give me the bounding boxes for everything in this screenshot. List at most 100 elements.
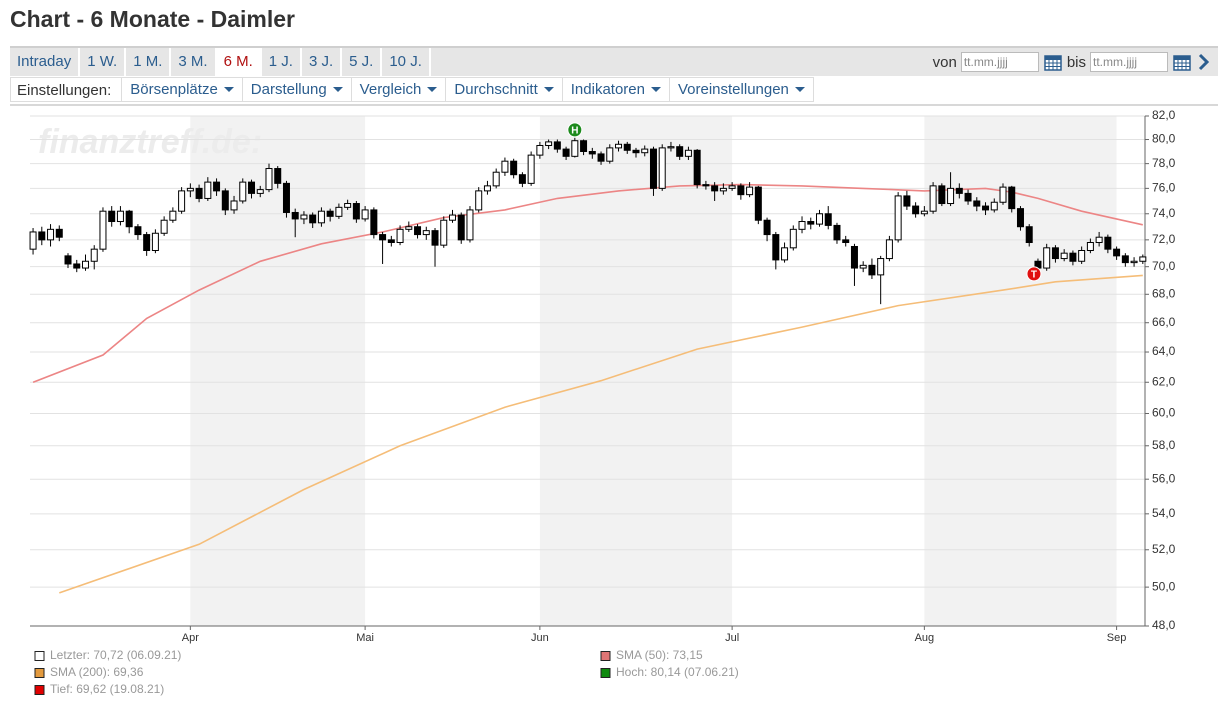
to-input[interactable]: tt.mm.jjjj bbox=[1090, 52, 1168, 72]
candle-body bbox=[134, 226, 142, 236]
x-tick-label: Mai bbox=[356, 632, 374, 644]
candle-body bbox=[973, 200, 981, 207]
candle-body bbox=[169, 210, 177, 221]
candle-body bbox=[178, 190, 186, 212]
from-label: von bbox=[932, 53, 957, 71]
candle-body bbox=[475, 190, 483, 211]
candle-body bbox=[186, 187, 194, 192]
candle-body bbox=[1095, 236, 1103, 244]
candle-body bbox=[125, 210, 133, 228]
candle-body bbox=[300, 214, 308, 220]
candle-body bbox=[204, 181, 212, 199]
candle-body bbox=[850, 245, 858, 269]
go-arrow[interactable] bbox=[1196, 52, 1212, 72]
candle-body bbox=[763, 219, 771, 236]
dropdown-menu[interactable]: Durchschnitt bbox=[445, 77, 562, 102]
tab[interactable]: 1 J. bbox=[262, 48, 302, 76]
candle-body bbox=[466, 209, 474, 241]
dropdown-menu[interactable]: Voreinstellungen bbox=[668, 77, 814, 102]
candle-body bbox=[877, 258, 885, 276]
page-title: Chart - 6 Monate - Daimler bbox=[10, 6, 295, 32]
candle-body bbox=[894, 195, 902, 241]
menu-label: Vergleich bbox=[359, 81, 422, 98]
from-input[interactable]: tt.mm.jjjj bbox=[960, 52, 1039, 72]
tab[interactable]: Intraday bbox=[10, 48, 81, 76]
x-tick-label: Sep bbox=[1107, 632, 1127, 644]
dropdown-menu[interactable]: Darstellung bbox=[241, 77, 351, 102]
legend-swatch bbox=[600, 668, 611, 678]
x-tick-label: Jun bbox=[531, 632, 549, 644]
candle-body bbox=[518, 174, 526, 184]
tab[interactable]: 1 M. bbox=[126, 48, 172, 76]
candle-body bbox=[597, 153, 605, 162]
candle-body bbox=[536, 144, 544, 156]
date-range: von tt.mm.jjjj bis tt.mm.jjjj bbox=[933, 48, 1212, 76]
candle-body bbox=[248, 181, 256, 194]
candle-body bbox=[964, 192, 972, 202]
candle-body bbox=[912, 205, 920, 215]
candle-body bbox=[990, 201, 998, 211]
y-tick-label: 68,0 bbox=[1152, 286, 1176, 300]
candle-body bbox=[999, 186, 1007, 203]
candle-body bbox=[379, 234, 387, 241]
candle-body bbox=[73, 263, 81, 269]
tab[interactable]: 6 M. bbox=[216, 48, 262, 76]
dropdown-menu[interactable]: Vergleich bbox=[350, 77, 446, 102]
candle-body bbox=[151, 232, 159, 251]
tab-bar: Intraday 1 W. 1 M. 3 M. 6 M. 1 J. 3 J. 5 J. 10 J… bbox=[10, 46, 1218, 76]
candle-body bbox=[422, 230, 430, 236]
settings-label: Einstellungen: bbox=[10, 77, 122, 102]
candle-body bbox=[1130, 260, 1138, 264]
candle-body bbox=[55, 228, 63, 238]
calendar-icon[interactable] bbox=[1043, 52, 1063, 72]
tab[interactable]: 5 J. bbox=[342, 48, 383, 76]
candle-body bbox=[265, 168, 273, 191]
candle-body bbox=[90, 248, 98, 262]
tab[interactable]: 3 M. bbox=[171, 48, 217, 76]
candle-body bbox=[693, 149, 701, 186]
candle-body bbox=[457, 214, 465, 241]
menu-label: Indikatoren bbox=[570, 81, 645, 98]
x-tick-label: Aug bbox=[915, 632, 935, 644]
tab[interactable]: 1 W. bbox=[80, 48, 127, 76]
dropdown-menu[interactable]: Indikatoren bbox=[561, 77, 669, 102]
y-tick-label: 56,0 bbox=[1152, 471, 1176, 485]
menu-label: Darstellung bbox=[250, 81, 327, 98]
candle-body bbox=[195, 187, 203, 199]
candle-body bbox=[64, 255, 72, 265]
calendar-icon[interactable] bbox=[1172, 52, 1192, 72]
sma-line bbox=[59, 274, 1143, 594]
candle-body bbox=[221, 190, 229, 211]
candle-body bbox=[1025, 226, 1033, 244]
candle-body bbox=[1043, 247, 1051, 269]
candle-body bbox=[492, 171, 500, 187]
y-tick-label: 66,0 bbox=[1152, 315, 1176, 329]
candle-body bbox=[667, 146, 675, 149]
candle-body bbox=[405, 226, 413, 230]
candle-body bbox=[483, 185, 491, 192]
candle-body bbox=[1104, 236, 1112, 250]
candle-body bbox=[929, 185, 937, 212]
candle-body bbox=[414, 226, 422, 236]
candle-body bbox=[352, 203, 360, 220]
candle-body bbox=[440, 219, 448, 246]
candle-body bbox=[1008, 186, 1016, 210]
candle-body bbox=[649, 148, 657, 189]
y-tick-label: 48,0 bbox=[1152, 618, 1176, 632]
candle-body bbox=[38, 231, 46, 241]
candle-body bbox=[545, 141, 553, 146]
tab[interactable]: 3 J. bbox=[302, 48, 343, 76]
tab[interactable]: 10 J. bbox=[382, 48, 431, 76]
candle-body bbox=[684, 149, 692, 157]
candle-body bbox=[143, 234, 151, 251]
candle-body bbox=[317, 210, 325, 224]
y-tick-label: 76,0 bbox=[1152, 181, 1176, 195]
candle-body bbox=[833, 224, 841, 241]
candle-body bbox=[615, 143, 623, 149]
candle-body bbox=[47, 228, 55, 241]
dropdown-menu[interactable]: Börsenplätze bbox=[121, 77, 242, 102]
dropdown-caret bbox=[543, 87, 554, 92]
candle-body bbox=[920, 210, 928, 215]
legend-label: Hoch: 80,14 (07.06.21) bbox=[616, 665, 739, 679]
